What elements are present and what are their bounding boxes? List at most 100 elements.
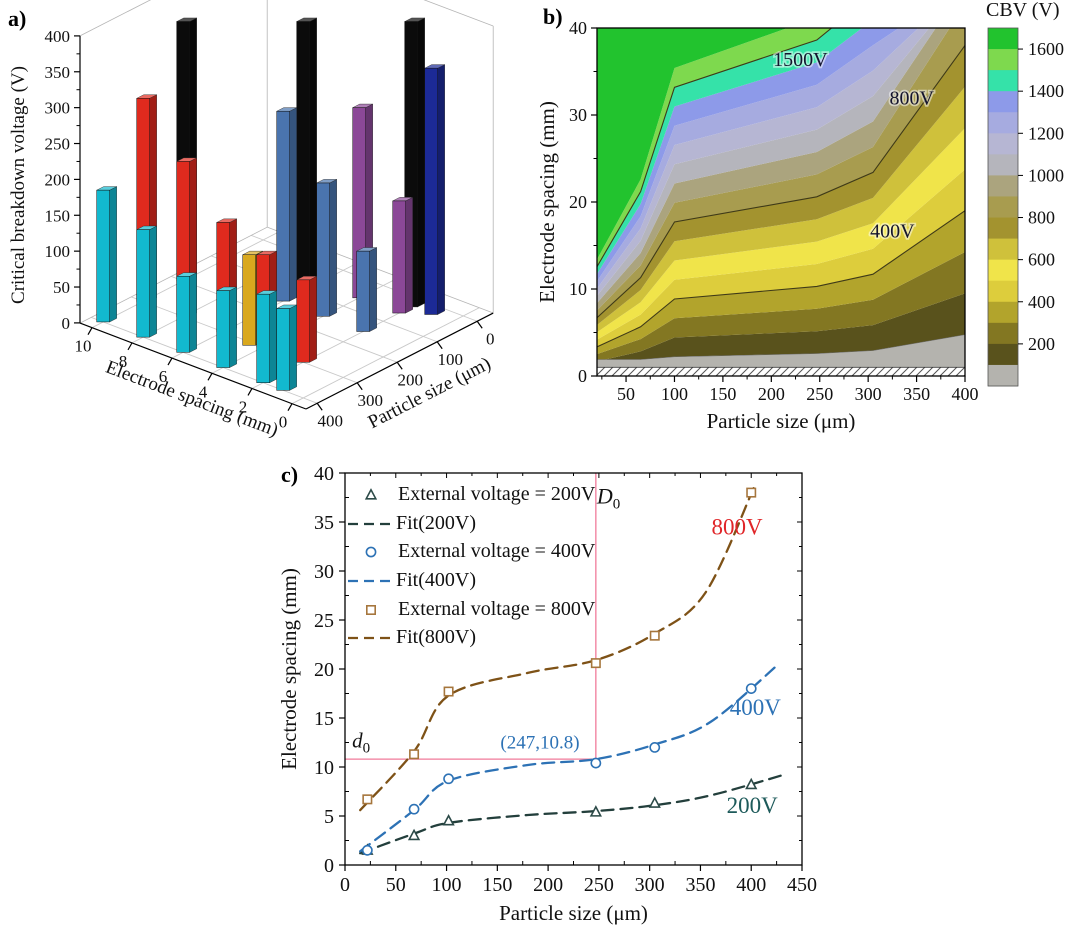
particle-tick-label: 0: [486, 329, 495, 348]
x-tick-label: 100: [432, 874, 462, 896]
legend-square-marker: [366, 605, 377, 616]
colorbar: 200 400 600 800 1000 1200 1400 1600 CBV (V): [986, 0, 1064, 387]
panel-b-contour-chart: 1500V 800V 400V 50 100 150 200 250 300 350 400 0 10 2…: [540, 0, 1064, 433]
y-tick-label: 40: [569, 18, 587, 38]
x-tick-label: 200: [533, 874, 563, 896]
z-tick-label: 150: [45, 206, 71, 225]
panel-a-label: a): [8, 6, 27, 31]
y-tick-label: 20: [314, 659, 334, 681]
bars-group: [96, 17, 445, 391]
bar-side-face: [269, 290, 277, 384]
colorbar-band-1600: [988, 28, 1018, 50]
particle-tick: [436, 341, 443, 350]
triangle-data-point: [442, 814, 455, 826]
spacing-tick: [87, 327, 93, 335]
spacing-tick: [167, 357, 173, 366]
bar-front-face: [296, 279, 310, 363]
bar-front-face: [276, 308, 290, 391]
particle-tick: [396, 361, 403, 370]
colorbar-band-300: [988, 301, 1018, 324]
z-tick-label: 200: [45, 170, 71, 189]
spacing-axis-title: Electrode spacing (mm): [103, 357, 281, 441]
bar-side-face: [309, 17, 317, 292]
bars-cyan-bar: [96, 186, 117, 323]
frame-top-left: [79, 0, 152, 37]
circle-data-point: [443, 773, 454, 785]
x-tick-label: 350: [685, 874, 715, 896]
frame-top-right: [423, 0, 494, 27]
bars-steelblue-bar: [276, 107, 297, 302]
z-tick-label: 350: [45, 63, 71, 82]
colorbar-tick-label: 200: [1028, 334, 1055, 354]
bar-front-face: [242, 254, 256, 346]
curve-label-400V: 400V: [730, 695, 782, 720]
spacing-axis-line: [79, 322, 307, 410]
legend-item-label: Fit(800V): [396, 626, 476, 648]
annotation-d0: d0: [352, 728, 370, 756]
legend-item-label: External voltage = 200V: [398, 483, 596, 505]
circle-data-point: [590, 757, 602, 769]
y-tick-label: 40: [314, 463, 334, 485]
curve-label-200V: 200V: [727, 793, 779, 818]
axes: 0 50 100 150 200 250 300 350 400 450 0 5 10 15 20 25 30 3…: [314, 463, 817, 896]
circle-data-point: [649, 741, 661, 753]
x-tick-label: 300: [855, 384, 882, 404]
x-tick-label: 250: [584, 874, 614, 896]
bar-side-face: [289, 304, 297, 391]
spacing-tick-label: 4: [199, 382, 208, 401]
axes: 50 100 150 200 250 300 350 400 0 10 20 30 40: [569, 18, 979, 404]
bars-cyan-bar: [136, 225, 157, 338]
bars-purple-bar: [392, 196, 413, 314]
External voltage = 400V-points: [361, 683, 757, 856]
x-tick-label: 300: [635, 874, 665, 896]
hatched-strip: [597, 366, 965, 376]
particle-axis-line: [305, 312, 494, 410]
bar-side-face: [417, 17, 425, 308]
legend-circle-marker: [365, 546, 377, 558]
x-tick-label: 100: [661, 384, 688, 404]
legend: External voltage = 200V Fit(200V) External…: [348, 483, 596, 648]
y-tick-label: 10: [569, 279, 587, 299]
bars-cyan-bar: [276, 304, 297, 391]
particle-tick: [476, 320, 483, 329]
y-tick-label: 10: [314, 757, 334, 779]
bar-front-face: [176, 276, 190, 353]
y-tick-label: 30: [569, 105, 587, 125]
bars-steelblue-bar: [316, 179, 337, 317]
colorbar-tick-label: 600: [1028, 250, 1055, 270]
colorbar-tick-label: 1600: [1028, 39, 1064, 59]
y-tick-label: 20: [569, 192, 587, 212]
bar-side-face: [109, 186, 117, 323]
contour-band-top: [597, 28, 788, 260]
legend-item-label: Fit(200V): [396, 512, 476, 534]
spacing-tick: [207, 372, 213, 381]
x-tick-label: 150: [709, 384, 736, 404]
spacing-tick-label: 2: [239, 397, 248, 416]
grid-line-spacing: [291, 307, 480, 405]
contour-band-300: [597, 210, 965, 355]
contour-band-900: [597, 28, 950, 311]
colorbar-band-1400: [988, 70, 1018, 92]
bar-front-face: [316, 182, 330, 317]
y-tick-label: 0: [324, 855, 334, 877]
bar-side-face: [437, 64, 445, 315]
z-tick-label: 50: [53, 278, 70, 297]
colorbar-tick-label: 1400: [1028, 81, 1064, 101]
colorbar-band-1500: [988, 49, 1018, 71]
External voltage = 800V-points: [362, 487, 757, 805]
bar-front-face: [216, 290, 230, 368]
z-tick-label: 0: [62, 314, 71, 333]
x-tick-label: 350: [903, 384, 930, 404]
x-tick-label: 200: [758, 384, 785, 404]
colorbar-border: [987, 27, 1019, 387]
bar-front-face: [276, 110, 290, 302]
bars-steelblue-bar: [356, 247, 377, 332]
panel-c-scatter-chart: 800V 400V 200V d0 D0 (247,10.8) External volta…: [277, 463, 817, 925]
annotation-D0: D0: [596, 483, 620, 512]
z-axis: 0 50 100 150 200 250 300 350 400 Critical breakdo…: [8, 27, 81, 333]
bars-navy-bar: [424, 64, 445, 315]
contour-plot-area: 1500V 800V 400V: [597, 28, 965, 376]
square-data-point: [590, 658, 601, 669]
x-tick-label: 50: [386, 874, 406, 896]
